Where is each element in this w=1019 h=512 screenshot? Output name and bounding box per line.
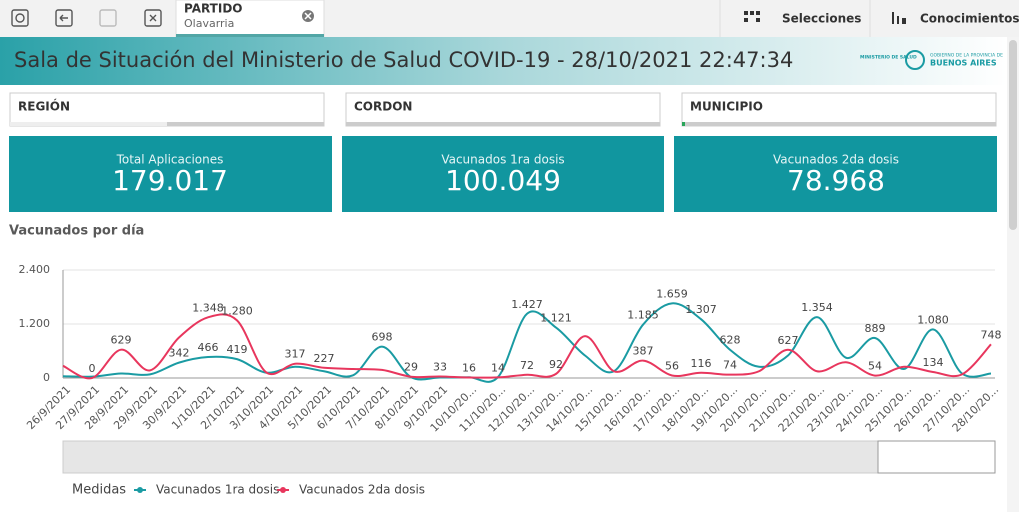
filter-box[interactable]: [9, 92, 325, 127]
header: [0, 37, 1007, 85]
data-label: 1.307: [685, 303, 717, 316]
filter-label: MUNICIPIO: [690, 100, 763, 114]
scrollbar-thumb[interactable]: [1009, 40, 1017, 230]
data-label: 1.659: [656, 287, 688, 300]
kpi-label: Vacunados 1ra dosis: [441, 153, 564, 167]
data-label: 0: [89, 362, 96, 375]
filter-bar-selected: [10, 122, 167, 126]
kpi-card: [342, 136, 664, 212]
data-label: 72: [520, 359, 534, 372]
selection-bar: [176, 34, 324, 37]
legend-swatch: [280, 487, 286, 493]
filter-bar-selected: [682, 122, 685, 126]
data-label: 1.280: [221, 304, 253, 317]
data-label: 1.427: [511, 298, 543, 311]
line-chart: 01.2002.40026/9/202127/9/202128/9/202129…: [19, 263, 1002, 435]
data-label: 1.354: [801, 301, 833, 314]
legend-title: Medidas: [72, 483, 126, 498]
navigator-window[interactable]: [877, 440, 996, 474]
logo-government: GOBIERNO DE LA PROVINCIA DE: [930, 53, 1003, 59]
series-line: [62, 302, 992, 383]
legend-label: Vacunados 1ra dosis: [156, 483, 279, 497]
data-label: 1.348: [192, 301, 224, 314]
selection-field: PARTIDO: [184, 2, 243, 16]
data-label: 134: [923, 356, 944, 369]
y-tick-label: 1.200: [19, 317, 51, 330]
step-back-button[interactable]: [55, 9, 73, 27]
data-label: 33: [433, 361, 447, 374]
clear-selections-button[interactable]: [144, 9, 162, 27]
toolbar: [0, 0, 1019, 37]
header-title: Sala de Situación del Ministerio de Salu…: [14, 48, 793, 72]
data-label: 889: [865, 322, 886, 335]
filter-bar: [346, 122, 660, 126]
kpi-label: Vacunados 2da dosis: [773, 153, 899, 167]
logo-ministry: MINISTERIO DE SALUD: [860, 55, 917, 61]
data-label: 116: [691, 357, 712, 370]
logo-province: BUENOS AIRES: [930, 59, 997, 68]
data-label: 54: [868, 360, 882, 373]
kpis: Total Aplicaciones 179.017 Vacunados 1ra…: [9, 136, 997, 212]
data-label: 1.080: [917, 313, 949, 326]
data-label: 387: [633, 345, 654, 358]
data-label: 14: [491, 361, 505, 374]
kpi-label: Total Aplicaciones: [116, 153, 224, 167]
filter-bar: [682, 122, 996, 126]
kpi-value: 78.968: [787, 164, 885, 197]
data-label: 1.185: [627, 309, 659, 322]
data-label: 227: [314, 352, 335, 365]
legend-swatch: [137, 487, 143, 493]
y-tick-label: 2.400: [19, 263, 51, 276]
filter-label: CORDON: [354, 100, 412, 114]
data-label: 698: [372, 331, 393, 344]
filter-label: REGIÓN: [18, 99, 70, 114]
insights-button[interactable]: Conocimientos: [920, 12, 1019, 26]
chart-navigator[interactable]: [62, 440, 996, 474]
insights-icon: [892, 12, 906, 24]
legend-label: Vacunados 2da dosis: [299, 483, 425, 497]
selections-button[interactable]: Selecciones: [782, 12, 861, 26]
data-label: 466: [198, 341, 219, 354]
data-label: 342: [169, 347, 190, 360]
selections-icon: [744, 11, 760, 22]
step-forward-button[interactable]: [99, 9, 117, 27]
data-label: 628: [720, 334, 741, 347]
data-label: 317: [285, 348, 306, 361]
filters: REGIÓN CORDON MUNICIPIO: [9, 92, 997, 127]
data-label: 74: [723, 359, 737, 372]
filter-box[interactable]: [345, 92, 661, 127]
data-label: 627: [778, 334, 799, 347]
filter-box[interactable]: [681, 92, 997, 127]
kpi-card: [9, 136, 332, 212]
selection-value: Olavarria: [184, 17, 234, 30]
data-label: 16: [462, 361, 476, 374]
data-label: 1.121: [540, 312, 572, 325]
data-label: 29: [404, 361, 418, 374]
data-label: 629: [111, 334, 132, 347]
data-label: 419: [227, 343, 248, 356]
series-line: [62, 313, 992, 380]
y-tick-label: 0: [43, 371, 50, 384]
kpi-value: 179.017: [112, 164, 228, 197]
data-label: 748: [981, 328, 1002, 341]
kpi-card: [674, 136, 997, 212]
legend: Medidas Vacunados 1ra dosis Vacunados 2da…: [72, 483, 425, 498]
kpi-value: 100.049: [445, 164, 561, 197]
data-label: 56: [665, 359, 679, 372]
smart-search-button[interactable]: [11, 9, 29, 27]
logo-mark: [905, 50, 925, 70]
chart-title: Vacunados por día: [9, 224, 144, 239]
data-label: 92: [549, 358, 563, 371]
